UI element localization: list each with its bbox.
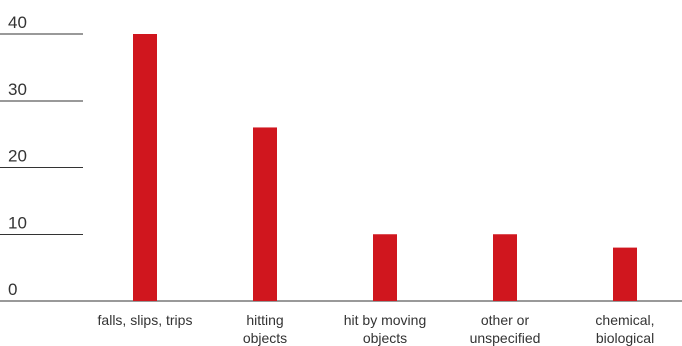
x-tick-label: chemical, biological [595,312,654,346]
x-axis-labels: falls, slips, trips hitting objects hit by … [98,312,655,346]
gridlines [0,33,682,302]
y-tick-label: 0 [8,280,17,299]
y-tick-label: 40 [8,13,27,32]
bars [133,34,637,301]
bar [133,34,157,301]
x-tick-label: hit by moving objects [344,312,426,346]
y-tick-label: 20 [8,147,27,166]
x-tick-label: hitting objects [243,312,287,346]
bar [373,234,397,301]
bar [253,127,277,301]
y-tick-label: 10 [8,213,27,232]
x-tick-label: other or unspecified [470,312,541,346]
y-axis-ticks: 0 10 20 30 40 [8,13,27,299]
y-tick-label: 30 [8,80,27,99]
bar [613,247,637,301]
bar [493,234,517,301]
x-tick-label: falls, slips, trips [98,312,193,328]
